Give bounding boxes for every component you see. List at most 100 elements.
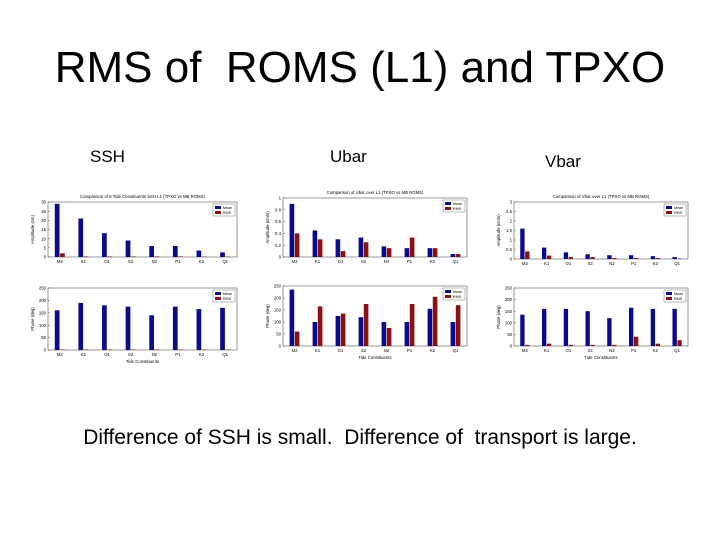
mean-bar-s2 <box>585 311 590 346</box>
mean-bar-q1 <box>220 252 225 257</box>
mean-bar-p1 <box>404 248 410 257</box>
rms-bar-q1 <box>455 305 461 346</box>
y-tick-label: 0 <box>510 257 513 262</box>
vbar-label: Vbar <box>545 152 581 171</box>
rms-bar-o1 <box>340 313 346 346</box>
x-tick-label: P1 <box>175 259 181 264</box>
y-tick-label: 25 <box>41 209 46 214</box>
legend-label: RMS <box>674 211 683 215</box>
legend-swatch <box>666 297 672 300</box>
x-tick-label: Q1 <box>222 352 228 357</box>
mean-bar-k2 <box>196 250 202 257</box>
rms-bar-o1 <box>568 344 574 346</box>
mean-bar-n2 <box>149 315 155 350</box>
legend-label: Mean <box>674 206 683 210</box>
rms-bar-m2 <box>525 251 530 259</box>
x-tick-label: K1 <box>544 261 550 266</box>
x-tick-label: O1 <box>566 348 572 353</box>
mean-bar-k1 <box>78 302 84 350</box>
y-tick-label: 100 <box>505 320 513 325</box>
rms-bar-p1 <box>409 304 415 346</box>
legend-label: Mean <box>223 206 232 210</box>
x-tick-label: S2 <box>128 259 134 264</box>
ssh-label: SSH <box>90 147 125 166</box>
y-tick-label: 250 <box>505 286 513 291</box>
plot-frame <box>47 201 238 258</box>
x-tick-label: O1 <box>338 348 344 353</box>
y-tick-label: 200 <box>39 298 47 303</box>
x-tick-label: S2 <box>361 259 367 264</box>
y-tick-label: 0 <box>279 344 282 349</box>
x-tick-label: O1 <box>104 259 110 264</box>
mean-bar-k1 <box>541 247 547 259</box>
rms-bar-m2 <box>294 233 300 257</box>
x-tick-label: K1 <box>81 352 87 357</box>
x-tick-label: Q1 <box>453 259 459 264</box>
x-tick-label: K1 <box>81 259 87 264</box>
mean-bar-o1 <box>335 316 341 346</box>
ubar-amplitude-chart: Comparison of Ubar over L1 (TPXO vs MB R… <box>265 190 468 264</box>
mean-bar-m2 <box>520 228 525 259</box>
x-tick-label: S2 <box>128 352 134 357</box>
x-tick-label: S2 <box>587 348 593 353</box>
x-tick-label: S2 <box>361 348 367 353</box>
y-axis-label: Phase (deg) <box>496 305 501 329</box>
vbar-amplitude-chart: Comparison of Vbar over L1 (TPXO vs MB R… <box>496 194 689 266</box>
x-tick-label: M2 <box>522 261 529 266</box>
legend-label: RMS <box>453 295 462 299</box>
rms-bar-p1 <box>633 336 639 346</box>
rms-bar-o1 <box>107 256 113 257</box>
rms-bar-p1 <box>633 258 639 259</box>
x-tick-label: K2 <box>199 352 205 357</box>
y-tick-label: 0.4 <box>275 231 282 236</box>
mean-bar-k1 <box>312 230 318 257</box>
mean-bar-p1 <box>172 246 178 257</box>
rms-bar-p1 <box>178 256 183 257</box>
x-tick-label: K2 <box>430 348 436 353</box>
y-tick-label: 5 <box>44 245 47 250</box>
x-tick-label: N2 <box>609 348 615 353</box>
rms-bar-s2 <box>363 304 369 346</box>
x-tick-label: N2 <box>384 259 390 264</box>
y-tick-label: 15 <box>41 227 46 232</box>
x-tick-label: M2 <box>292 348 299 353</box>
rms-bar-m2 <box>294 331 300 346</box>
mean-bar-m2 <box>520 314 525 346</box>
mean-bar-n2 <box>607 255 612 259</box>
mean-bar-n2 <box>381 322 387 346</box>
legend-swatch <box>666 292 672 295</box>
mean-bar-k1 <box>541 308 547 346</box>
x-tick-label: K2 <box>653 348 659 353</box>
y-axis-label: Phase (deg) <box>30 307 35 331</box>
legend-swatch <box>215 297 221 300</box>
mean-bar-m2 <box>54 310 60 350</box>
legend-label: RMS <box>223 297 232 301</box>
y-tick-label: 250 <box>274 284 282 289</box>
rms-bar-k2 <box>655 258 661 259</box>
x-tick-label: O1 <box>104 352 110 357</box>
mean-bar-m2 <box>54 203 60 257</box>
slide-title: RMS of ROMS (L1) and TPXO <box>54 43 666 92</box>
mean-bar-k2 <box>650 256 656 259</box>
legend-label: Mean <box>453 202 462 206</box>
ubar-phase-chart: Phase (deg) 0 50 100 150 200 250 M2 K1 O1 S2 N2 P1 K2… <box>265 284 468 360</box>
x-tick-label: K2 <box>430 259 436 264</box>
mean-bar-q1 <box>672 308 677 346</box>
y-axis-label: Amplitude (cm) <box>30 214 35 243</box>
mean-bar-s2 <box>125 306 131 350</box>
y-tick-label: 150 <box>39 310 47 315</box>
legend-label: Mean <box>453 290 462 294</box>
mean-bar-q1 <box>450 322 456 346</box>
x-tick-label: P1 <box>407 259 413 264</box>
rms-bar-n2 <box>386 248 392 257</box>
y-tick-label: 50 <box>41 335 46 340</box>
rms-bar-k1 <box>546 343 552 346</box>
ssh-amplitude-chart: Comparison of 8 Tide Constituents SSH L1… <box>30 194 238 264</box>
rms-bar-k1 <box>317 306 323 346</box>
rms-bar-m2 <box>525 344 530 346</box>
mean-bar-s2 <box>358 317 364 346</box>
chart-title: Comparison of 8 Tide Constituents SSH L1… <box>80 194 205 199</box>
mean-bar-q1 <box>450 254 456 257</box>
legend-swatch <box>445 202 451 205</box>
ssh-phase-chart: Phase (deg) 0 50 100 150 200 250 M2 K1 O1 S2 N2 P1 K2… <box>30 286 238 364</box>
